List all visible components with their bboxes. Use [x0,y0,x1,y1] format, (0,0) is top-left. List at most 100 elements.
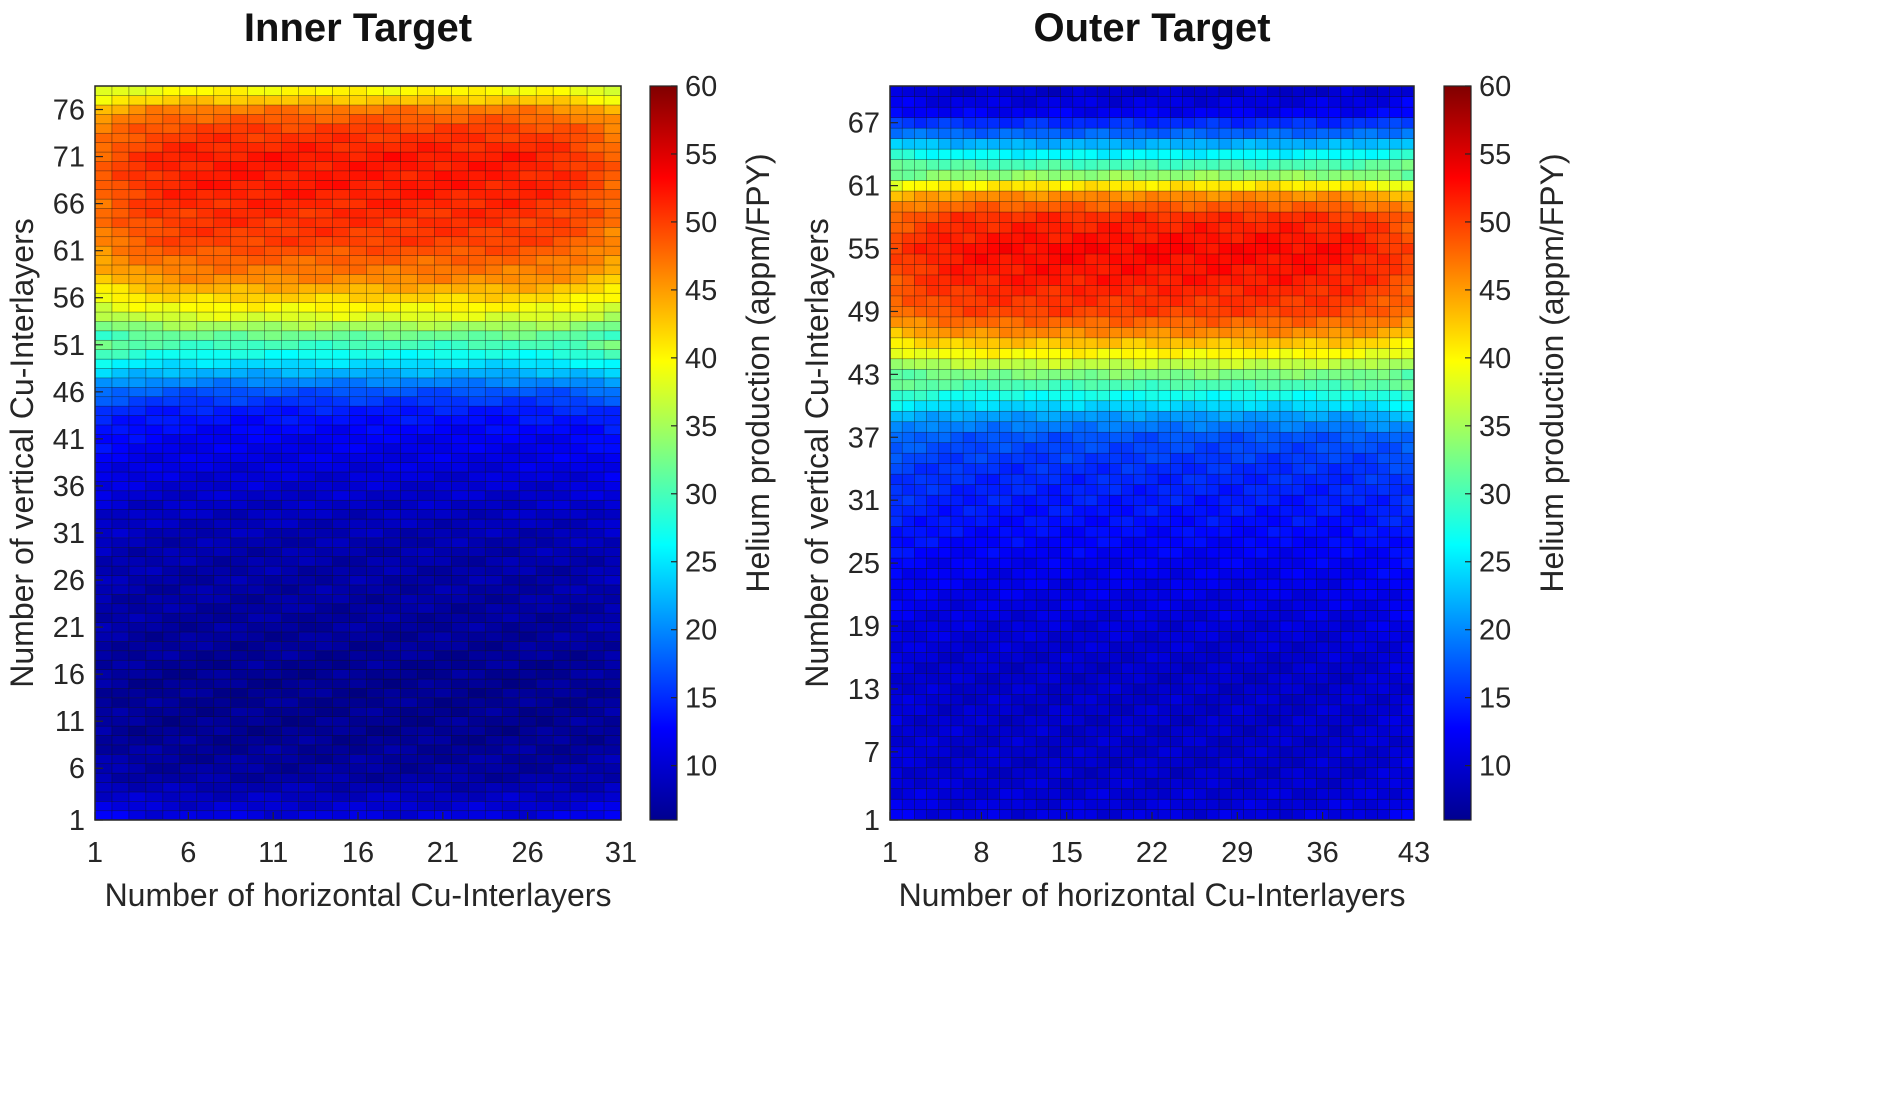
heatmap-cell [1035,368,1049,381]
heatmap-cell [974,683,988,695]
heatmap-cell [484,132,503,143]
heatmap-cell [196,575,215,586]
heatmap-cell [938,442,952,454]
heatmap-cell [417,810,435,821]
heatmap-cell [1340,777,1354,790]
heatmap-cell [213,499,232,510]
heatmap-cell [400,273,418,285]
heatmap-cell [914,494,928,506]
heatmap-cell [400,735,418,746]
heatmap-cell [247,396,266,407]
heatmap-cell [1389,484,1403,496]
heatmap-cell [1060,630,1074,643]
heatmap-cell [1084,735,1098,748]
heatmap-cell [213,763,232,774]
heatmap-cell [145,640,164,652]
heatmap-cell [1340,284,1354,297]
heatmap-cell [1145,589,1159,601]
heatmap-cell [1340,547,1354,559]
heatmap-cell [950,714,964,727]
heatmap-cell [999,505,1013,517]
heatmap-cell [1255,662,1269,674]
heatmap-cell [94,565,113,576]
heatmap-cell [1316,547,1330,559]
heatmap-cell [1194,442,1208,454]
heatmap-cell [1304,337,1318,349]
heatmap-cell [974,431,988,444]
heatmap-cell [987,494,1001,506]
heatmap-cell [987,421,1001,433]
heatmap-cell [111,255,130,266]
heatmap-cell [484,433,503,445]
heatmap-cell [1182,788,1196,800]
heatmap-cell [349,452,367,463]
heatmap-cell [950,421,964,433]
heatmap-cell [1304,620,1318,632]
heatmap-cell [1279,473,1293,485]
heatmap-cell [162,499,181,510]
heatmap-cell [145,396,164,407]
heatmap-cell [1218,662,1232,674]
heatmap-cell [1401,379,1415,391]
heatmap-cell [1389,211,1403,223]
heatmap-cell [264,132,283,143]
heatmap-cell [962,756,976,769]
heatmap-cell [586,527,605,539]
heatmap-cell [1157,568,1171,580]
heatmap-cell [230,142,249,153]
heatmap-cell [332,377,351,388]
heatmap-cell [1401,295,1415,307]
heatmap-cell [1182,242,1196,255]
heatmap-cell [213,565,232,576]
heatmap-cell [1340,400,1354,412]
heatmap-cell [1072,421,1086,433]
heatmap-cell [1206,557,1220,569]
heatmap-cell [586,593,605,605]
heatmap-cell [1364,662,1378,674]
heatmap-cell [1060,568,1074,580]
heatmap-cell [94,320,113,332]
heatmap-cell [162,132,181,143]
heatmap-cell [1023,704,1037,716]
heatmap-cell [603,744,622,755]
heatmap-cell [1048,609,1062,622]
heatmap-cell [1109,672,1123,685]
heatmap-cell [1389,609,1403,622]
heatmap-cell [1328,704,1342,716]
heatmap-cell [569,622,588,633]
heatmap-cell [962,253,976,265]
heatmap-cell [1340,620,1354,632]
heatmap-cell [332,104,351,115]
heatmap-cell [400,386,418,398]
heatmap-cell [315,725,334,736]
heatmap-cell [1060,589,1074,601]
heatmap-cell [1291,557,1305,569]
heatmap-cell [128,791,147,802]
heatmap-cell [1072,284,1086,297]
heatmap-cell [230,763,249,774]
heatmap-cell [518,283,537,294]
heatmap-cell [111,650,130,661]
heatmap-cell [1267,473,1281,485]
heatmap-cell [162,292,181,303]
heatmap-cell [417,433,435,445]
heatmap-cell [1279,557,1293,569]
heatmap-cell [366,471,384,482]
heatmap-cell [1145,211,1159,223]
heatmap-cell [1060,389,1074,402]
heatmap-cell [1011,568,1025,580]
heatmap-cell [366,593,384,605]
heatmap-cell [383,226,401,238]
heatmap-cell [586,349,605,360]
heatmap-cell [1157,578,1171,590]
heatmap-cell [552,800,571,812]
heatmap-cell [111,669,130,680]
heatmap-cell [987,368,1001,381]
heatmap-cell [535,264,554,275]
heatmap-cell [484,95,503,106]
heatmap-cell [179,311,198,322]
heatmap-cell [974,463,988,475]
heatmap-cell [569,640,588,652]
heatmap-cell [1182,274,1196,286]
heatmap-cell [332,697,351,708]
